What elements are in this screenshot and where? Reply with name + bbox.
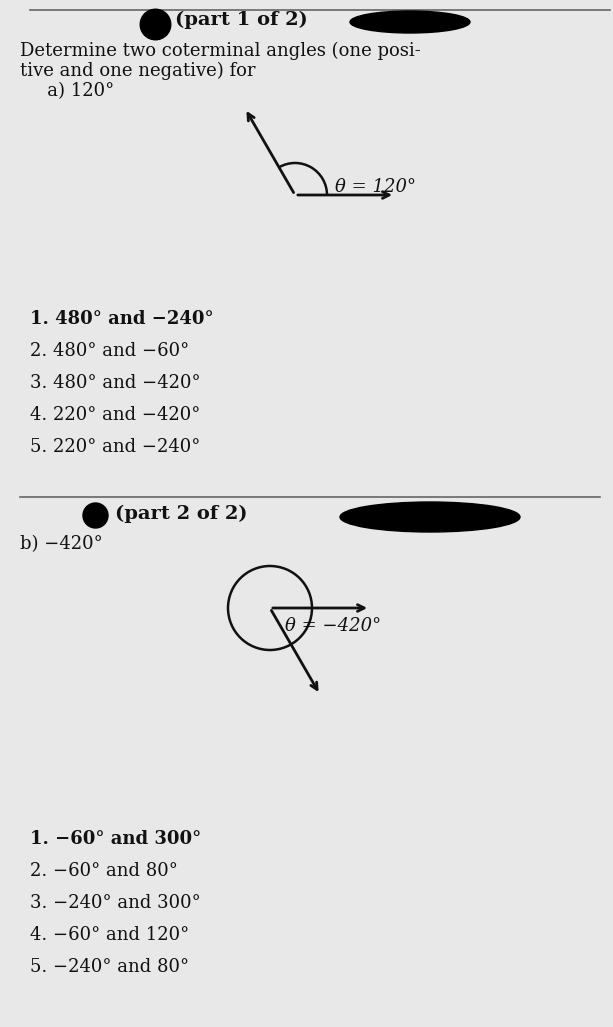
Text: a) 120°: a) 120° — [30, 82, 114, 100]
Text: 5. 220° and −240°: 5. 220° and −240° — [30, 438, 200, 456]
Text: (part 1 of 2): (part 1 of 2) — [175, 11, 308, 29]
Text: 2. −60° and 80°: 2. −60° and 80° — [30, 862, 178, 880]
Text: 4. −60° and 120°: 4. −60° and 120° — [30, 926, 189, 944]
Text: b) −420°: b) −420° — [20, 535, 103, 553]
Text: 4. 220° and −420°: 4. 220° and −420° — [30, 406, 200, 424]
Text: 2. 480° and −60°: 2. 480° and −60° — [30, 342, 189, 360]
Text: 3. 480° and −420°: 3. 480° and −420° — [30, 374, 200, 392]
Text: θ = −420°: θ = −420° — [285, 617, 381, 635]
Text: 1. 480° and −240°: 1. 480° and −240° — [30, 310, 213, 328]
Text: θ = 120°: θ = 120° — [335, 178, 416, 196]
Text: 5. −240° and 80°: 5. −240° and 80° — [30, 958, 189, 976]
Ellipse shape — [350, 11, 470, 33]
Ellipse shape — [340, 502, 520, 532]
Text: tive and one negative) for: tive and one negative) for — [20, 62, 256, 80]
Text: 3. −240° and 300°: 3. −240° and 300° — [30, 893, 200, 912]
Text: (part 2 of 2): (part 2 of 2) — [115, 505, 248, 523]
Ellipse shape — [350, 510, 410, 528]
Text: Determine two coterminal angles (one posi-: Determine two coterminal angles (one pos… — [20, 42, 421, 61]
Text: 1. −60° and 300°: 1. −60° and 300° — [30, 830, 201, 848]
